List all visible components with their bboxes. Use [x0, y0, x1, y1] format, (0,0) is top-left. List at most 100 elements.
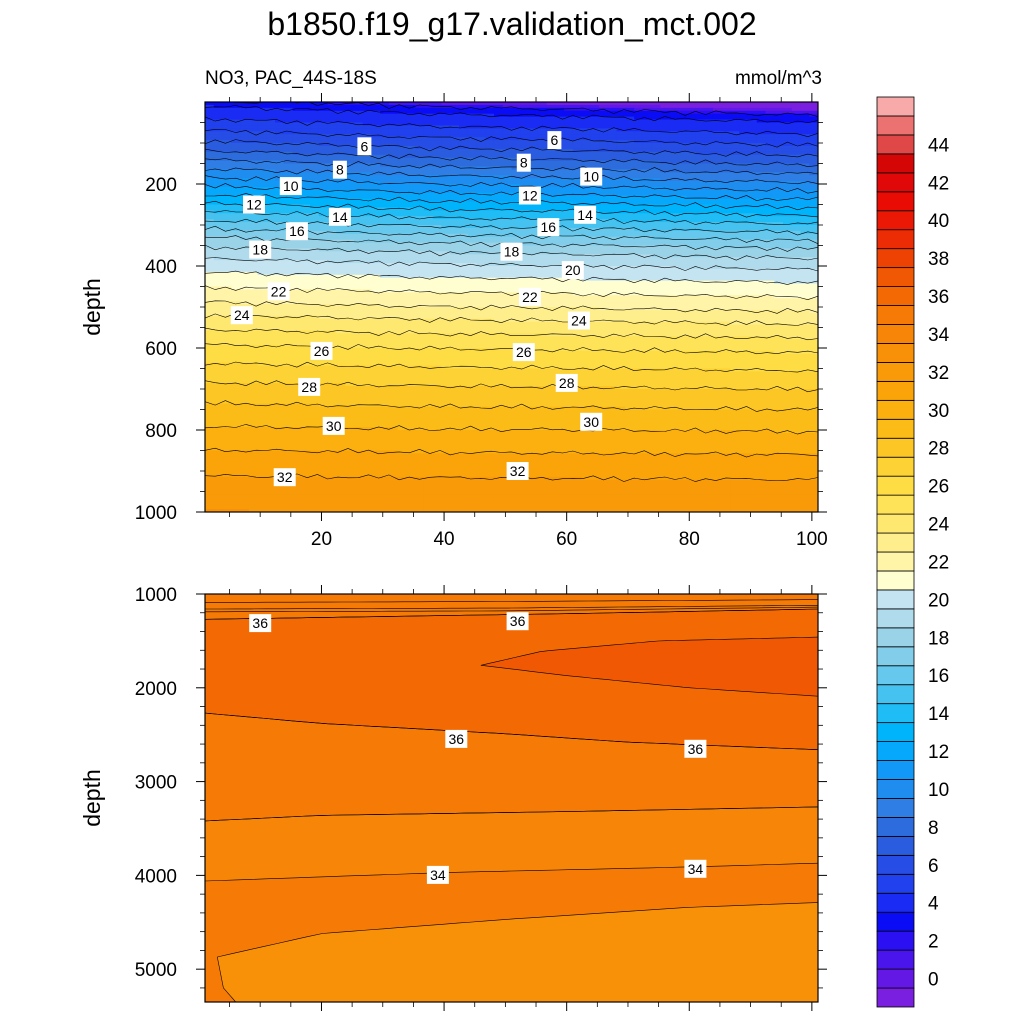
contour-cell — [301, 110, 311, 115]
contour-cell — [450, 113, 460, 118]
contour-cell — [502, 157, 513, 162]
units-label: mmol/m^3 — [735, 68, 822, 89]
contour-cell — [493, 125, 504, 129]
contour-cell — [327, 128, 337, 132]
contour-cell — [782, 128, 793, 132]
contour-cell — [660, 154, 670, 159]
contour-cell — [380, 128, 390, 132]
contour-cell — [467, 181, 478, 185]
contour-cell — [660, 140, 670, 144]
contour-cell — [310, 160, 320, 165]
contour-cell — [669, 160, 679, 165]
contour-cell — [607, 104, 618, 109]
contour-cell — [555, 163, 565, 168]
contour-cell — [301, 113, 311, 118]
contour-cell — [222, 137, 232, 141]
contour-cell — [747, 151, 758, 156]
contour-cell — [485, 102, 495, 106]
contour-cell — [529, 181, 539, 185]
contour-cell — [222, 172, 232, 176]
contour-cell — [353, 113, 364, 118]
contour-cell — [336, 181, 346, 185]
contour-cell — [572, 169, 583, 173]
contour-cell — [809, 128, 818, 132]
contour-cell — [406, 107, 416, 112]
contour-cell — [572, 113, 583, 118]
contour-cell — [432, 134, 443, 138]
contour-cell — [336, 178, 346, 182]
contour-cell — [599, 122, 609, 127]
contour-cell — [327, 145, 337, 150]
contour-cell — [677, 104, 688, 109]
contour-cell — [677, 154, 688, 159]
contour-cell — [800, 131, 810, 135]
contour-cell — [660, 175, 670, 179]
contour-cell — [704, 113, 714, 118]
contour-cell — [493, 102, 504, 106]
contour-cell — [240, 148, 250, 153]
contour-cell — [415, 172, 425, 176]
contour-cell — [240, 160, 250, 165]
contour-cell — [730, 140, 740, 144]
contour-cell — [213, 178, 224, 182]
contour-cell — [695, 116, 705, 121]
contour-cell — [739, 119, 749, 124]
contour-cell — [397, 122, 408, 127]
contour-cell — [616, 154, 626, 159]
contour-cell — [791, 143, 802, 147]
contour-cell — [415, 169, 425, 173]
contour-cell — [415, 134, 425, 138]
contour-cell — [362, 169, 372, 173]
contour-cell — [642, 145, 653, 150]
contour-cell — [266, 137, 276, 141]
contour-cell — [669, 172, 679, 176]
contour-cell — [213, 113, 224, 118]
contour-cell — [782, 137, 793, 141]
contour-cell — [651, 119, 661, 124]
contour-cell — [441, 151, 451, 156]
contour-cell — [310, 140, 320, 144]
contour-cell — [397, 131, 408, 135]
contour-cell — [450, 116, 460, 121]
contour-cell — [520, 102, 530, 106]
contour-cell — [721, 145, 732, 150]
contour-cell — [677, 128, 688, 132]
contour-cell — [669, 166, 679, 170]
contour-cell — [747, 116, 758, 121]
contour-cell — [607, 178, 618, 182]
contour-cell — [485, 128, 495, 132]
contour-cell — [712, 172, 723, 176]
contour-cell — [651, 102, 661, 106]
contour-cell — [213, 122, 224, 127]
contour-cell — [493, 113, 504, 118]
contour-cell — [555, 107, 565, 112]
contour-cell — [415, 175, 425, 179]
contour-cell — [371, 119, 381, 124]
contour-cell — [248, 163, 259, 168]
contour-cell — [634, 140, 644, 144]
contour-cell — [607, 172, 618, 176]
contour-cell — [257, 163, 267, 168]
contour-cell — [310, 102, 320, 106]
contour-cell — [800, 137, 810, 141]
contour-cell — [327, 169, 337, 173]
contour-cell — [388, 148, 399, 153]
contour-cell — [634, 110, 644, 115]
contour-cell — [266, 131, 276, 135]
contour-cell — [371, 110, 381, 115]
contour-cell — [406, 157, 416, 162]
contour-cell — [642, 131, 653, 135]
contour-cell — [301, 181, 311, 185]
contour-cell — [809, 151, 818, 156]
contour-cell — [432, 116, 443, 121]
contour-cell — [231, 122, 241, 127]
contour-cell — [599, 137, 609, 141]
contour-cell — [529, 137, 539, 141]
contour-cell — [415, 128, 425, 132]
contour-cell — [301, 143, 311, 147]
contour-cell — [371, 175, 381, 179]
contour-cell — [380, 119, 390, 124]
contour-cell — [607, 137, 618, 141]
contour-cell — [310, 181, 320, 185]
contour-cell — [458, 102, 469, 106]
